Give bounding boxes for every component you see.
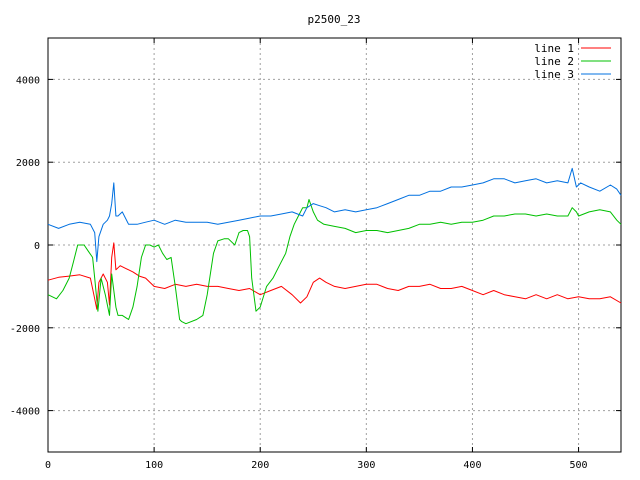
y-tick-label: -2000 bbox=[10, 324, 40, 335]
y-tick-label: 2000 bbox=[16, 158, 40, 169]
chart-title: p2500_23 bbox=[308, 13, 361, 26]
series-line-1 bbox=[47, 242, 622, 310]
series-line-2 bbox=[47, 199, 622, 325]
legend-label-2: line 2 bbox=[534, 55, 574, 68]
x-tick-label: 400 bbox=[463, 460, 481, 471]
legend-label-3: line 3 bbox=[534, 68, 574, 81]
x-tick-label: 200 bbox=[251, 460, 269, 471]
y-tick-label: -4000 bbox=[10, 407, 40, 418]
y-tick-label: 4000 bbox=[16, 75, 40, 86]
x-tick-label: 0 bbox=[45, 460, 51, 471]
grid bbox=[48, 38, 621, 452]
x-tick-label: 300 bbox=[357, 460, 375, 471]
x-tick-label: 100 bbox=[145, 460, 163, 471]
legend-label-1: line 1 bbox=[534, 42, 574, 55]
y-tick-label: 0 bbox=[34, 241, 40, 252]
series-line-3 bbox=[47, 167, 622, 263]
axis-ticks: 0 100 200 300 400 500 -4000 -2000 0 2000 4000 bbox=[10, 38, 621, 471]
x-tick-label: 500 bbox=[570, 460, 588, 471]
series-group bbox=[47, 167, 622, 325]
